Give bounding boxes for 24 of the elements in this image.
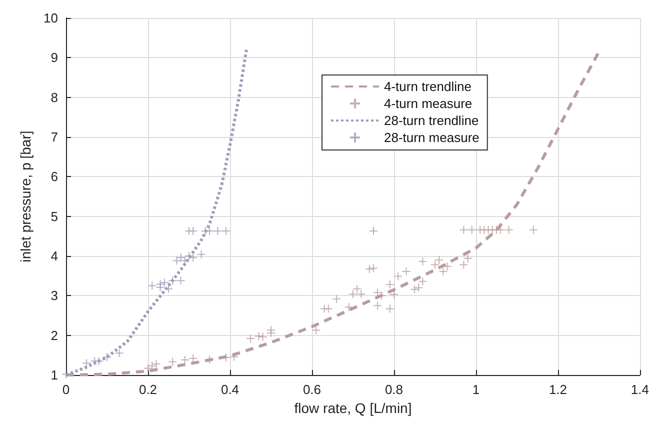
y-axis-title: inlet pressure, p [bar] bbox=[18, 130, 34, 262]
x-tick-label: 0 bbox=[62, 382, 70, 397]
legend-label: 4-turn measure bbox=[384, 96, 472, 111]
x-tick-label: 0.8 bbox=[384, 382, 404, 397]
x-tick-label: 1.2 bbox=[548, 382, 568, 397]
y-tick-label: 5 bbox=[50, 208, 58, 224]
y-tick-label: 9 bbox=[50, 50, 58, 66]
x-tick-label: 0.4 bbox=[220, 382, 240, 397]
y-tick-label: 7 bbox=[50, 130, 58, 144]
y-tick-label: 2 bbox=[50, 328, 58, 343]
legend-label: 4-turn trendline bbox=[384, 79, 472, 94]
y-tick-label: 1 bbox=[50, 368, 58, 382]
y-tick-label: 4 bbox=[50, 248, 58, 264]
y-tick-label: 10 bbox=[44, 10, 58, 26]
x-axis-title: flow rate, Q [L/min] bbox=[294, 400, 412, 416]
x-tick-label: 0.2 bbox=[138, 382, 158, 397]
x-tick-label: 1 bbox=[472, 382, 480, 397]
x-tick-label: 1.4 bbox=[630, 382, 650, 397]
x-tick-label: 0.6 bbox=[302, 382, 322, 397]
y-tick-label: 3 bbox=[50, 288, 58, 304]
legend-label: 28-turn measure bbox=[384, 130, 480, 145]
y-tick-label: 8 bbox=[50, 90, 58, 105]
legend-label: 28-turn trendline bbox=[384, 113, 479, 128]
y-tick-label: 6 bbox=[50, 169, 58, 184]
